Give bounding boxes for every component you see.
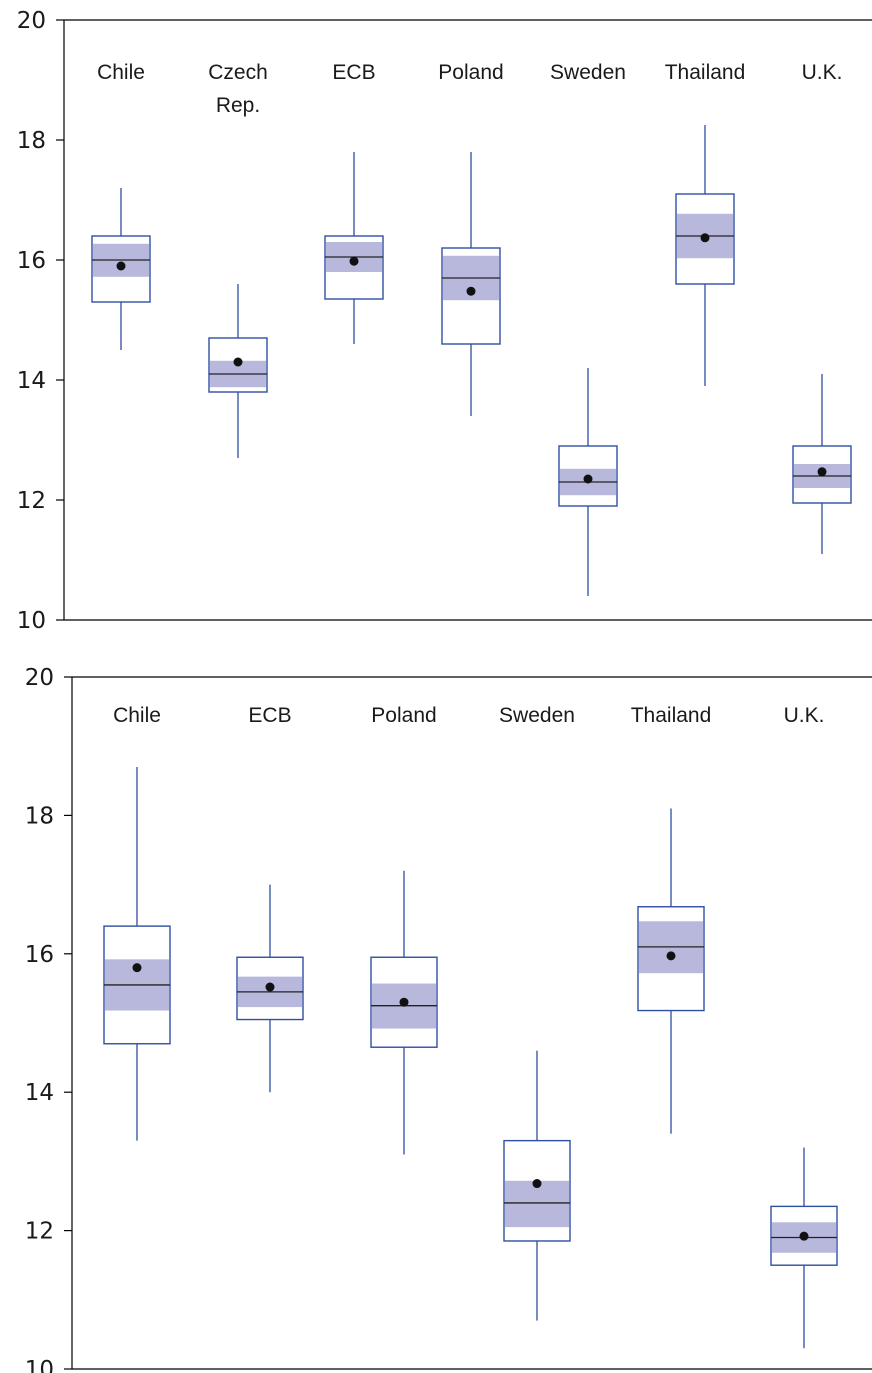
mean-dot	[399, 997, 409, 1007]
category-label: Thailand	[631, 704, 712, 727]
category-label-line: Thailand	[631, 704, 712, 727]
category-label: Sweden	[550, 61, 626, 84]
y-tick-label: 12	[17, 488, 46, 514]
category-label-line: Rep.	[216, 94, 260, 117]
category-label-line: ECB	[248, 704, 291, 727]
median-ci-band	[505, 1180, 569, 1228]
category-label: Czech Rep.	[208, 61, 268, 117]
mean-dot	[233, 357, 243, 367]
category-label: U.K.	[802, 61, 843, 84]
y-tick-label: 10	[17, 608, 46, 634]
category-label-line: Poland	[438, 61, 503, 84]
category-label: Chile	[113, 704, 161, 727]
category-label-line: Poland	[371, 704, 436, 727]
category-label-line: U.K.	[784, 704, 825, 727]
mean-dot	[666, 951, 676, 961]
category-label: Thailand	[665, 61, 746, 84]
category-label: Poland	[438, 61, 503, 84]
y-tick-label: 18	[25, 803, 54, 829]
mean-dot	[132, 963, 142, 973]
box-plot-top: 10 12 14 16 18 20 Chile Czech Rep. ECB Poland Swede…	[17, 8, 872, 634]
mean-dot	[583, 474, 593, 484]
y-tick-label: 20	[25, 665, 54, 691]
category-label: Chile	[97, 61, 145, 84]
category-label: Poland	[371, 704, 436, 727]
mean-dot	[817, 467, 827, 477]
category-label-line: Sweden	[499, 704, 575, 727]
y-tick-label: 20	[17, 8, 46, 34]
category-label-line: ECB	[332, 61, 375, 84]
category-label-line: Chile	[97, 61, 145, 84]
category-label: Sweden	[499, 704, 575, 727]
box-plot-bottom: 10 12 14 16 18 20 Chile ECB Poland Sweden Thailand…	[25, 665, 872, 1373]
category-label-line: Thailand	[665, 61, 746, 84]
mean-dot	[532, 1179, 542, 1189]
mean-dot	[700, 233, 710, 243]
category-label-line: Sweden	[550, 61, 626, 84]
mean-dot	[116, 261, 126, 271]
category-label: ECB	[332, 61, 375, 84]
mean-dot	[265, 982, 275, 992]
category-label: ECB	[248, 704, 291, 727]
y-tick-label: 12	[25, 1219, 54, 1245]
mean-dot	[466, 286, 476, 296]
category-label-line: U.K.	[802, 61, 843, 84]
y-tick-label: 16	[17, 248, 46, 274]
category-label: U.K.	[784, 704, 825, 727]
category-label-line: Chile	[113, 704, 161, 727]
y-tick-label: 14	[17, 368, 46, 394]
mean-dot	[349, 256, 359, 266]
y-tick-label: 14	[25, 1080, 54, 1106]
y-tick-label: 10	[25, 1357, 54, 1373]
mean-dot	[799, 1231, 809, 1241]
y-tick-label: 16	[25, 942, 54, 968]
y-tick-label: 18	[17, 128, 46, 154]
category-label-line: Czech	[208, 61, 268, 84]
